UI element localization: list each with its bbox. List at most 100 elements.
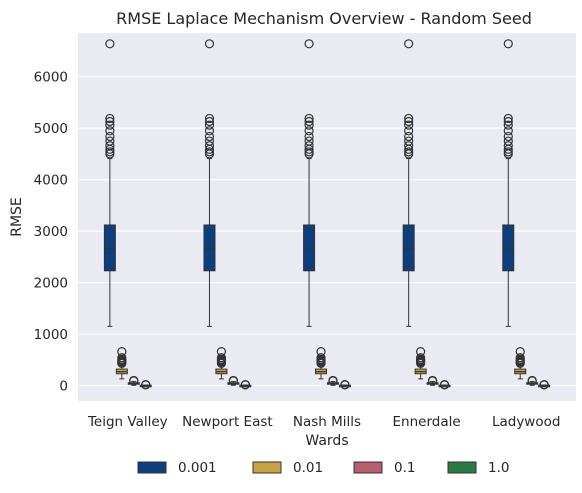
- x-tick-label: Nash Mills: [293, 414, 361, 430]
- legend-item: 1.0: [447, 460, 509, 476]
- flier: [316, 346, 326, 357]
- box-0-3: [139, 380, 152, 390]
- x-axis-label: Wards: [305, 433, 348, 449]
- flier: [141, 380, 151, 390]
- chart-title: RMSE Laplace Mechanism Overview - Random…: [116, 9, 532, 28]
- flier: [404, 39, 414, 49]
- flier: [416, 346, 426, 357]
- flier: [304, 147, 314, 157]
- flier: [503, 131, 513, 142]
- flier: [515, 353, 525, 363]
- box-0-0: [103, 39, 116, 327]
- flier: [503, 147, 513, 157]
- legend-label: 0.1: [394, 460, 415, 476]
- box-3-3: [438, 380, 451, 390]
- flier: [105, 39, 115, 49]
- box-0-2: [127, 375, 140, 386]
- flier: [117, 346, 127, 357]
- flier: [503, 116, 513, 127]
- flier: [105, 126, 115, 136]
- box-1-0: [203, 39, 216, 327]
- gridlines: [78, 76, 576, 387]
- box-4-1: [514, 346, 527, 380]
- flier: [117, 353, 127, 363]
- y-axis-ticks: 0 1000 2000 3000 4000 5000 6000: [34, 70, 68, 395]
- flier: [105, 141, 115, 151]
- legend-swatch: [353, 461, 383, 474]
- y-tick-label: 1000: [34, 327, 68, 343]
- legend-swatch: [137, 461, 167, 474]
- flier: [204, 131, 215, 142]
- flier: [416, 353, 426, 363]
- flier: [204, 141, 215, 151]
- box-2-1: [315, 346, 328, 380]
- flier: [129, 375, 139, 386]
- flier: [503, 136, 513, 146]
- legend-label: 0.001: [178, 460, 217, 476]
- box-2-3: [338, 380, 351, 390]
- flier: [216, 353, 227, 363]
- flier: [240, 380, 250, 390]
- box-3-1: [414, 346, 427, 380]
- flier: [439, 380, 450, 390]
- legend-swatch: [252, 461, 282, 474]
- y-tick-label: 0: [59, 379, 68, 395]
- box-4-3: [538, 380, 551, 390]
- flier: [304, 141, 314, 151]
- flier: [304, 39, 314, 49]
- flier: [204, 136, 215, 146]
- flier: [216, 346, 227, 357]
- plot-background: [78, 33, 576, 401]
- box-2-2: [326, 375, 339, 386]
- y-axis-label: RMSE: [9, 197, 25, 237]
- box-1-2: [227, 375, 240, 386]
- flier: [304, 131, 314, 142]
- box-iqr: [203, 224, 216, 272]
- flier: [204, 113, 215, 124]
- legend-item: 0.001: [137, 460, 217, 476]
- flier: [105, 147, 115, 157]
- y-tick-label: 2000: [34, 276, 68, 292]
- flier: [503, 39, 513, 49]
- y-tick-label: 5000: [34, 121, 68, 137]
- legend-item: 0.01: [252, 460, 323, 476]
- box-3-2: [426, 375, 439, 386]
- legend-item: 0.1: [353, 460, 415, 476]
- flier: [503, 141, 513, 151]
- flier: [316, 353, 326, 363]
- flier: [503, 120, 513, 130]
- legend-label: 0.01: [293, 460, 323, 476]
- x-tick-label: Ladywood: [492, 414, 560, 430]
- flier: [404, 116, 414, 127]
- flier: [304, 120, 314, 130]
- flier: [105, 131, 115, 142]
- flier: [404, 147, 414, 157]
- flier: [515, 346, 525, 357]
- flier: [404, 126, 414, 136]
- box-iqr: [103, 224, 116, 272]
- flier: [304, 136, 314, 146]
- flier: [404, 120, 414, 130]
- flier: [503, 126, 513, 136]
- flier: [105, 120, 115, 130]
- y-tick-label: 6000: [34, 70, 68, 86]
- flier: [527, 375, 537, 386]
- flier: [228, 375, 238, 386]
- flier: [204, 126, 215, 136]
- box-3-0: [402, 39, 415, 327]
- x-tick-label: Newport East: [182, 414, 273, 430]
- flier: [404, 113, 414, 124]
- x-axis-ticks: Teign Valley Newport East Nash Mills Ennerd…: [87, 414, 560, 430]
- legend: 0.001 0.01 0.1 1.0: [137, 460, 509, 476]
- box-4-2: [526, 375, 539, 386]
- box-2-0: [303, 39, 316, 327]
- box-4-0: [502, 39, 515, 327]
- flier: [404, 136, 414, 146]
- flier: [404, 141, 414, 151]
- flier: [328, 375, 338, 386]
- flier: [539, 380, 549, 390]
- flier: [304, 116, 314, 127]
- flier: [204, 39, 215, 49]
- x-tick-label: Ennerdale: [393, 414, 461, 430]
